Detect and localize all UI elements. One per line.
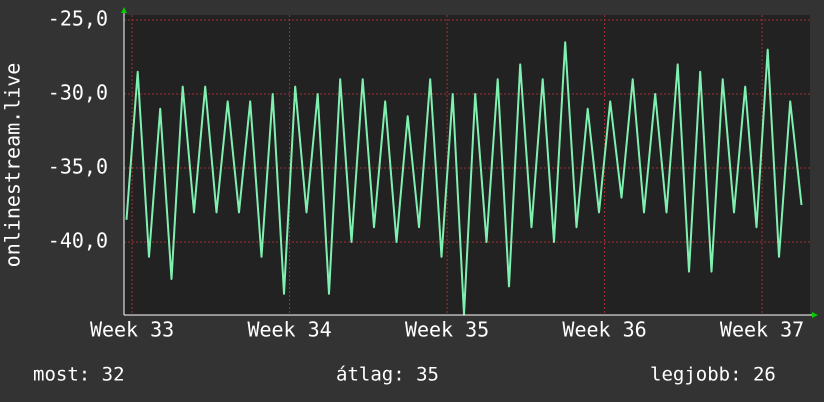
x-arrow [812, 312, 818, 318]
x-tick-label: Week 35 [405, 318, 489, 342]
y-tick-label: -40,0 [48, 229, 108, 253]
x-tick-label: Week 37 [720, 318, 804, 342]
x-tick-label: Week 36 [562, 318, 646, 342]
y-tick-label: -35,0 [48, 155, 108, 179]
y-axis-label: onlinestream.live [1, 63, 25, 268]
y-arrow [121, 7, 127, 13]
footer-current: most: 32 [33, 364, 125, 386]
y-tick-label: -25,0 [48, 7, 108, 31]
x-tick-label: Week 34 [247, 318, 331, 342]
y-tick-label: -30,0 [48, 81, 108, 105]
footer-best: legjobb: 26 [650, 364, 776, 386]
x-tick-label: Week 33 [90, 318, 174, 342]
footer-average: átlag: 35 [336, 364, 439, 386]
